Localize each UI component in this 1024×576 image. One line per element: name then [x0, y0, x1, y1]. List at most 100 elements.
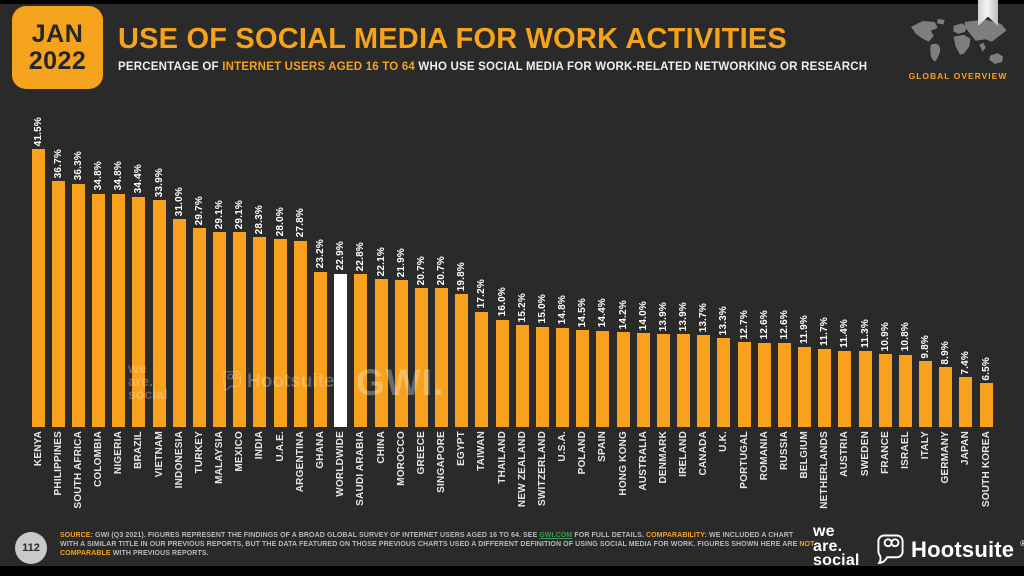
bar-category-label: THAILAND: [496, 431, 508, 484]
bar-value-label: 29.7%: [193, 195, 205, 226]
category-column: FRANCE: [875, 431, 895, 474]
chart-bar: [717, 337, 731, 427]
bar-category-label: NEW ZEALAND: [516, 431, 528, 508]
bar-category-label: SOUTH KOREA: [980, 431, 992, 508]
wearesocial-logo-line: we: [813, 523, 835, 540]
category-column: JAPAN: [956, 431, 976, 465]
bar-column: 34.4%: [129, 107, 149, 427]
category-column: EGYPT: [452, 431, 472, 466]
chart-bar: [435, 288, 449, 427]
bar-column: 36.7%: [48, 107, 68, 427]
category-column: NIGERIA: [109, 431, 129, 474]
bar-value-label: 10.9%: [879, 321, 891, 351]
bar-value-label: 34.4%: [133, 164, 145, 194]
bar-column: 14.4%: [593, 107, 613, 427]
bar-value-label: 28.3%: [254, 205, 266, 235]
bar-value-label: 13.9%: [657, 301, 669, 331]
category-column: WORLDWIDE: [331, 431, 351, 497]
category-column: POLAND: [573, 431, 593, 474]
category-column: HONG KONG: [613, 431, 633, 496]
bar-value-label: 12.6%: [758, 310, 770, 340]
category-column: MEXICO: [230, 431, 250, 472]
bar-category-label: INDONESIA: [173, 431, 185, 489]
bar-value-label: 14.0%: [637, 300, 649, 331]
category-column: BELGIUM: [795, 431, 815, 479]
chart-bar: [596, 330, 610, 427]
bar-category-label: U.S.A.: [557, 431, 569, 462]
bar-value-label: 14.5%: [577, 297, 589, 327]
chart-bar: [334, 273, 348, 427]
bar-category-label: FRANCE: [879, 431, 891, 474]
source-note-line: COMPARABLE WITH PREVIOUS REPORTS.: [60, 550, 209, 558]
bar-category-label: SOUTH AFRICA: [72, 431, 84, 509]
category-column: SOUTH KOREA: [976, 431, 996, 507]
chart-bar: [959, 377, 973, 427]
bar-value-label: 20.7%: [415, 255, 427, 286]
bar-value-label: 34.8%: [93, 161, 105, 191]
bar-value-label: 16.0%: [496, 287, 508, 317]
source-note: SOURCE: GWI (Q3 2021). FIGURES REPRESENT…: [60, 531, 814, 559]
chart-bar: [233, 232, 247, 427]
chart-bar: [858, 351, 872, 427]
bar-category-label: GREECE: [415, 431, 427, 475]
category-column: TAIWAN: [472, 431, 492, 471]
chart-bar: [697, 335, 711, 427]
bar-value-label: 12.7%: [738, 309, 750, 339]
bar-value-label: 13.7%: [698, 302, 710, 333]
bar-column: 14.0%: [633, 107, 653, 427]
chart-bar: [475, 311, 489, 427]
chart-bar: [414, 288, 428, 427]
bar-value-label: 13.9%: [678, 301, 690, 331]
bar-value-label: 29.1%: [234, 199, 246, 230]
bar-category-label: NETHERLANDS: [819, 431, 831, 509]
bar-value-label: 23.2%: [314, 239, 326, 269]
chart-bar: [636, 333, 650, 427]
bar-category-label: SWITZERLAND: [536, 431, 548, 506]
category-column: U.S.A.: [552, 431, 572, 462]
chart-bar: [556, 327, 570, 427]
chart-bar: [51, 181, 65, 427]
chart-bar: [253, 237, 267, 427]
bar-column: 6.5%: [976, 107, 996, 427]
chart-bar: [919, 361, 933, 427]
chart-bar: [213, 232, 227, 427]
wearesocial-logo: we are. social: [813, 523, 860, 569]
chart-bar: [132, 196, 146, 427]
category-column: KENYA: [28, 431, 48, 466]
bar-category-label: PORTUGAL: [738, 431, 750, 489]
bar-column: 22.8%: [351, 107, 371, 427]
bar-column: 31.0%: [169, 107, 189, 427]
category-column: IRELAND: [674, 431, 694, 477]
chart-bar: [576, 329, 590, 427]
bar-column: 14.2%: [613, 107, 633, 427]
bar-value-label: 27.8%: [294, 208, 306, 238]
bar-category-label: MALAYSIA: [214, 431, 226, 484]
bar-column: 21.9%: [391, 107, 411, 427]
hootsuite-logo: Hootsuite ®: [876, 533, 1024, 567]
bar-value-label: 9.8%: [920, 334, 932, 359]
chart-bar: [616, 331, 630, 427]
category-column: ITALY: [916, 431, 936, 459]
chart-bar: [354, 274, 368, 427]
bar-column: 11.3%: [855, 107, 875, 427]
chart-bar: [92, 193, 106, 427]
bar-value-label: 12.6%: [778, 310, 790, 340]
chart-bar: [838, 350, 852, 427]
bar-category-label: COLOMBIA: [93, 431, 105, 488]
category-column: ARGENTINA: [290, 431, 310, 492]
bar-value-label: 29.1%: [214, 199, 226, 230]
category-column: AUSTRALIA: [633, 431, 653, 491]
chart-bar: [818, 348, 832, 427]
date-badge: JAN 2022: [12, 6, 103, 89]
bar-column: 23.2%: [310, 107, 330, 427]
bar-column: 29.1%: [230, 107, 250, 427]
chart-bar: [394, 280, 408, 427]
bar-category-label: ITALY: [920, 431, 932, 460]
bar-value-label: 15.0%: [536, 294, 548, 324]
bar-category-label: WORLDWIDE: [335, 431, 347, 497]
bar-value-label: 13.3%: [718, 305, 730, 335]
subtitle-highlight: INTERNET USERS AGED 16 TO 64: [222, 61, 416, 73]
bar-category-label: U.K.: [718, 431, 730, 452]
bar-column: 19.8%: [452, 107, 472, 427]
category-column: PORTUGAL: [734, 431, 754, 489]
